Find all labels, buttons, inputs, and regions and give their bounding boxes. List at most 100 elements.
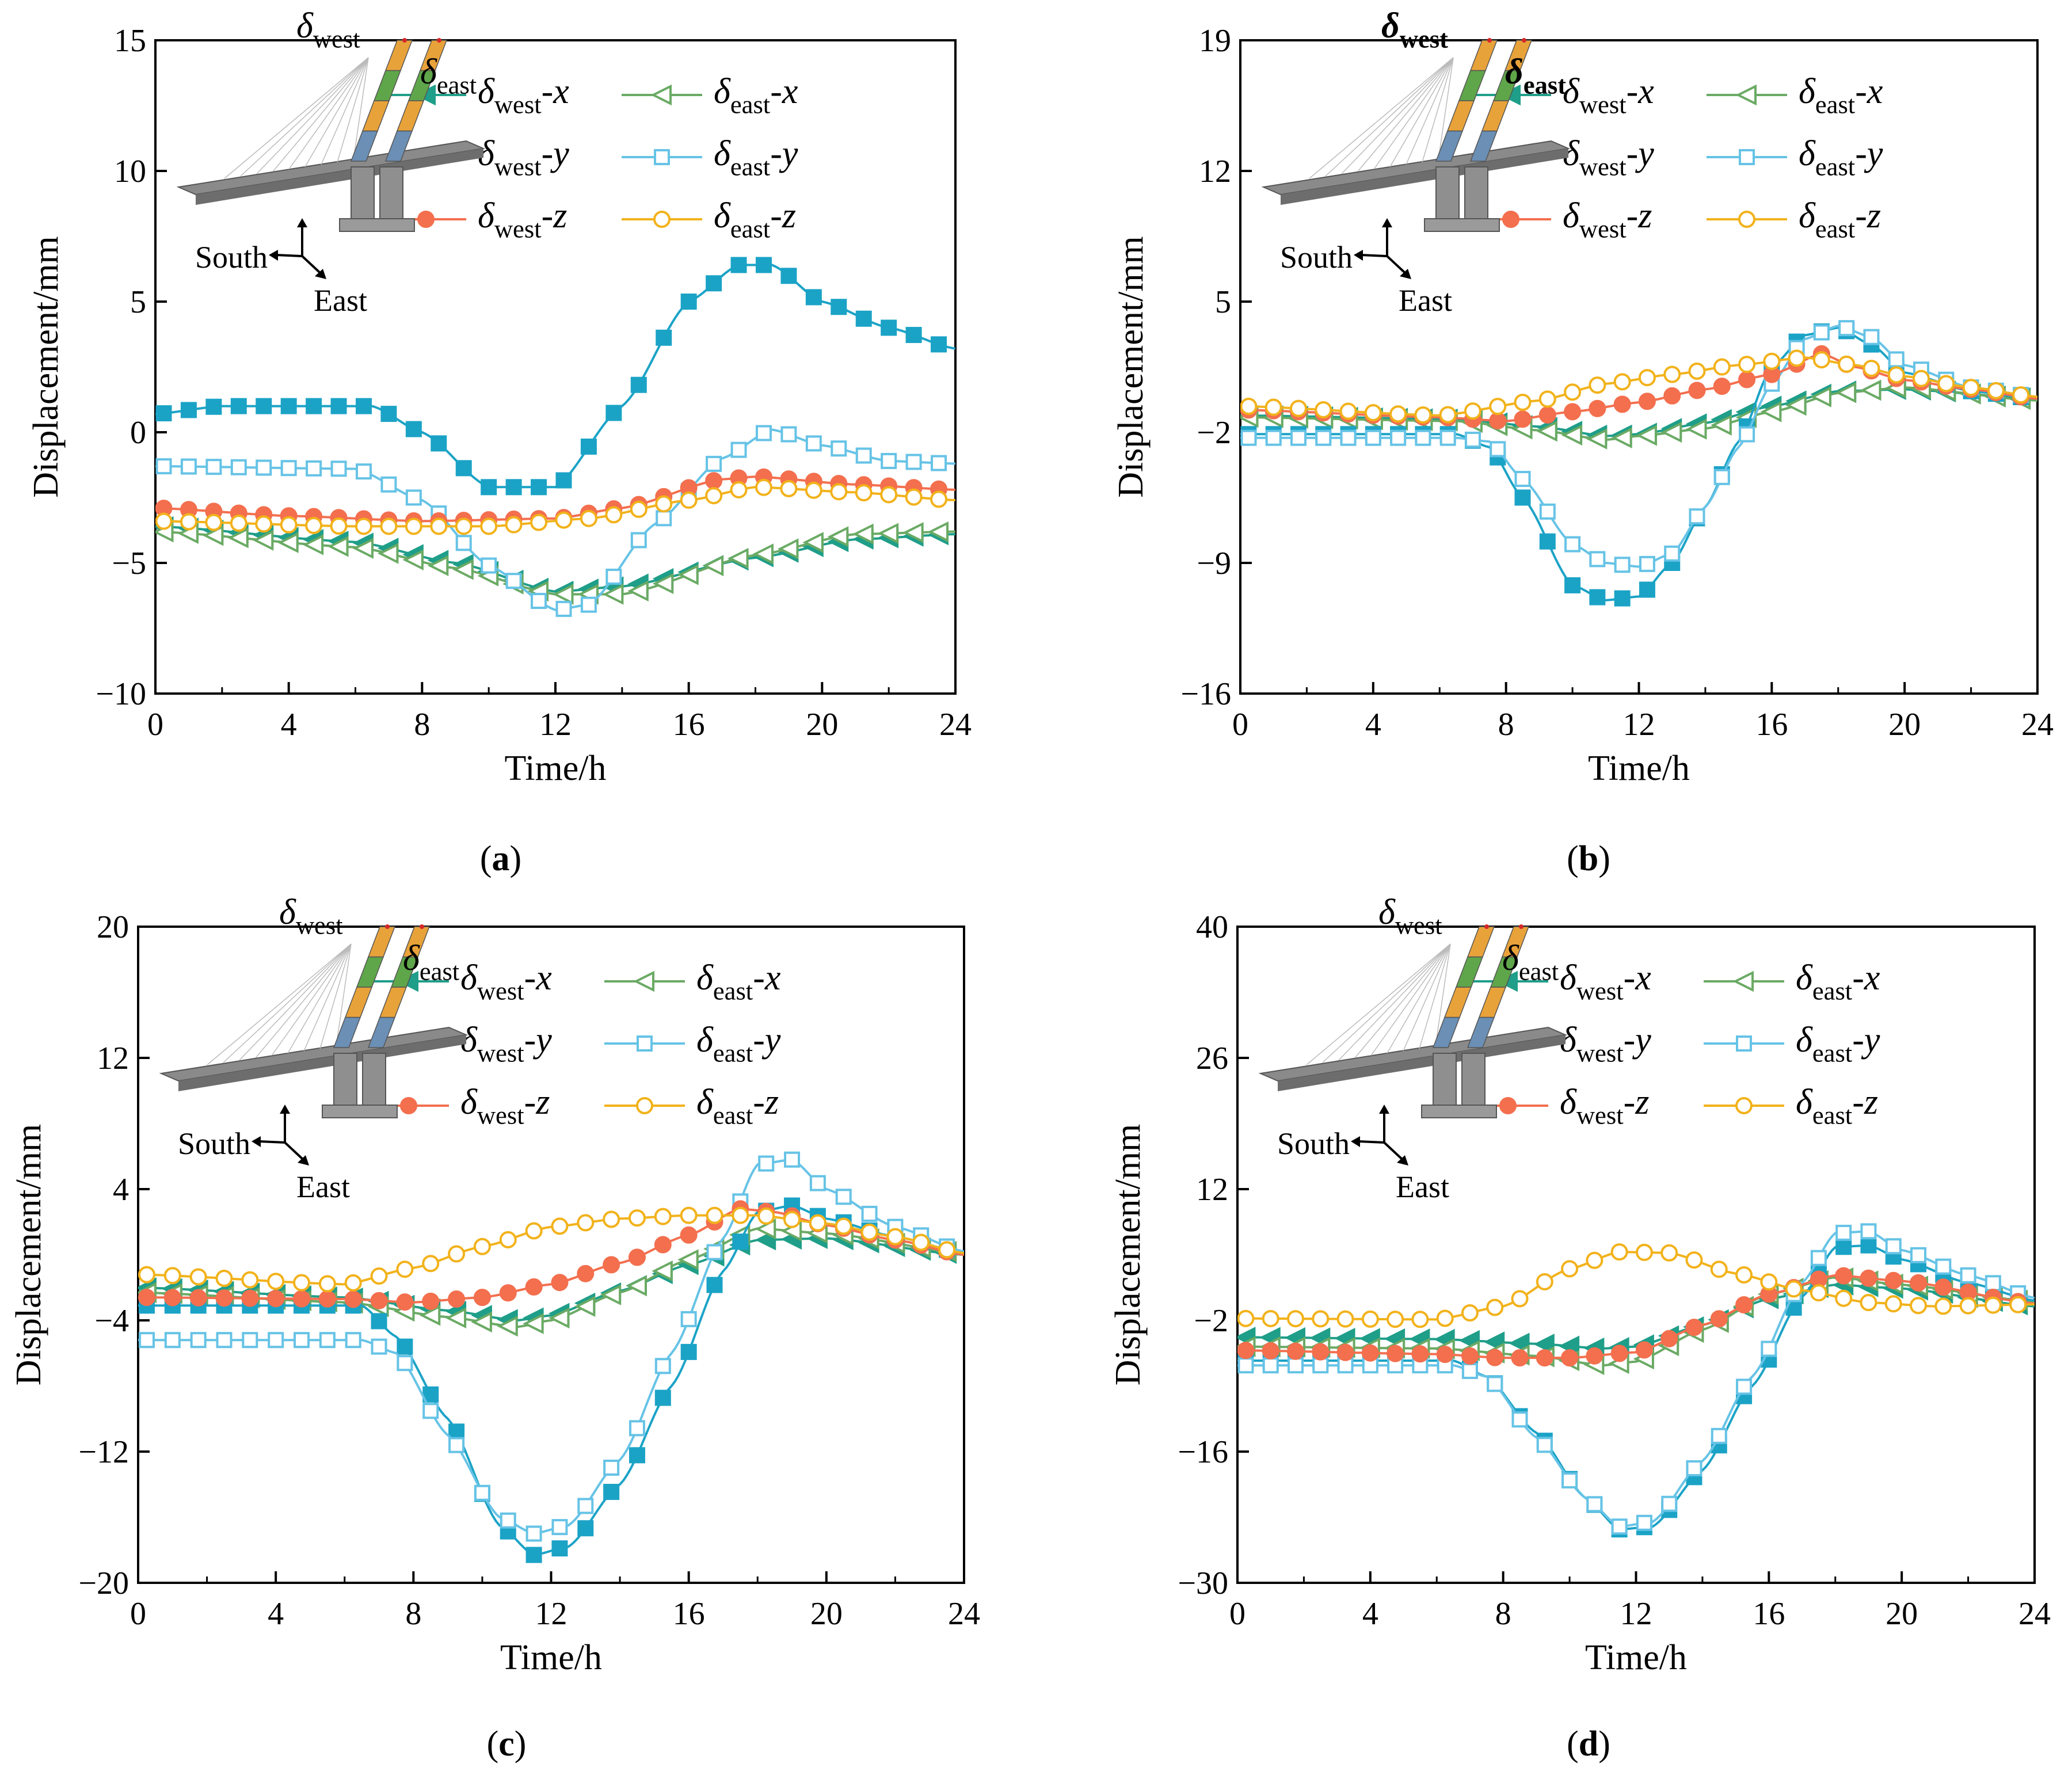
data-point-ex — [877, 523, 899, 544]
data-point-ey — [1960, 1267, 1976, 1284]
data-point-ez — [1589, 376, 1606, 394]
data-point-wy — [1860, 1237, 1877, 1254]
data-point-ey — [680, 1311, 697, 1327]
data-point-ex — [627, 580, 649, 601]
data-point-ex — [548, 1307, 570, 1329]
data-point-ey — [371, 1338, 387, 1355]
data-point-ey — [1835, 1224, 1852, 1241]
data-point-ey — [138, 1332, 155, 1349]
data-point-ex — [1611, 427, 1632, 448]
axis-arrow-south — [276, 254, 303, 257]
data-point-ez — [1987, 382, 2005, 399]
data-point-wy — [656, 329, 672, 346]
inset-label-west: δwest — [1378, 893, 1442, 939]
data-point-ez — [1564, 383, 1582, 401]
data-point-ez — [905, 488, 923, 506]
cable-line — [239, 943, 352, 1061]
legend-label-wy: δwest-y — [1563, 134, 1654, 181]
arrow-head — [1354, 250, 1363, 261]
data-point-wz — [448, 1290, 466, 1308]
data-point-ey — [155, 458, 172, 475]
data-point-wz — [628, 1248, 646, 1266]
data-point-wy — [603, 1484, 620, 1501]
data-point-ez — [1538, 390, 1556, 408]
y-tick-label: 12 — [1196, 1172, 1228, 1208]
y-axis-label: Displacement/mm — [9, 1124, 48, 1386]
data-point-ex — [1561, 424, 1583, 446]
data-point-ex — [445, 1307, 467, 1328]
data-point-ey — [630, 532, 647, 549]
data-point-ex — [602, 584, 624, 605]
data-point-ez — [138, 1266, 155, 1284]
x-axis-label: Time/h — [500, 1638, 602, 1677]
cable-line — [304, 57, 369, 167]
data-point-ez — [405, 517, 422, 535]
data-point-ey — [531, 593, 547, 610]
data-point-ex — [377, 543, 399, 564]
data-point-ez — [1315, 401, 1332, 419]
pylon-segment — [1467, 926, 1495, 958]
data-point-ez — [1887, 366, 1905, 384]
data-point-wy — [330, 398, 347, 414]
x-axis-label: Time/h — [1585, 1638, 1687, 1677]
data-point-ex — [1586, 428, 1608, 450]
data-point-wy — [481, 479, 497, 496]
y-tick-label: −20 — [78, 1566, 129, 1601]
pylon-segment — [1504, 40, 1533, 71]
data-point-ez — [912, 1233, 930, 1251]
legend-label-ez: δeast-z — [1799, 196, 1881, 243]
data-point-ex — [1660, 421, 1682, 443]
data-point-ey — [1711, 1427, 1727, 1444]
cable-line — [1438, 57, 1454, 161]
pier-shape — [1433, 1053, 1457, 1106]
data-point-wz — [1411, 1345, 1429, 1363]
data-point-ez — [1713, 358, 1731, 376]
deck-shape — [1261, 140, 1571, 196]
data-point-ey — [577, 1498, 594, 1514]
cable-line — [1322, 943, 1451, 1063]
inset-dir-south: South — [1280, 240, 1353, 275]
axis-arrow-south — [258, 1140, 285, 1144]
legend-marker-ez — [1738, 211, 1755, 228]
data-point-wy — [630, 376, 647, 393]
data-point-wz — [1860, 1269, 1877, 1287]
data-point-ey — [355, 463, 372, 480]
data-point-ey — [1539, 503, 1556, 520]
cable-line — [336, 943, 352, 1047]
data-point-ex — [927, 521, 949, 543]
pier-base — [322, 1105, 398, 1118]
data-point-ey — [448, 1437, 465, 1453]
data-point-wy — [551, 1540, 568, 1557]
axis-arrow-east — [1386, 255, 1406, 273]
pylon-segment — [361, 100, 390, 132]
data-point-wz — [1436, 1346, 1454, 1364]
data-point-wy — [831, 299, 847, 315]
data-point-ex — [902, 522, 924, 543]
data-point-wy — [306, 398, 322, 414]
data-point-ez — [448, 1245, 466, 1263]
data-point-ey — [931, 455, 947, 471]
data-point-wy — [555, 472, 572, 489]
data-point-ez — [1240, 397, 1258, 415]
x-tick-label: 24 — [2018, 1596, 2051, 1632]
x-tick-label: 20 — [806, 707, 838, 742]
data-point-ex — [574, 1296, 596, 1317]
data-point-ey — [755, 425, 772, 441]
cable-line — [1406, 57, 1454, 165]
data-point-ez — [755, 478, 772, 496]
y-axis-label: Displacement/mm — [26, 236, 66, 498]
y-tick-label: 10 — [114, 154, 146, 189]
data-point-ey — [1863, 329, 1880, 345]
data-point-ey — [551, 1519, 568, 1536]
data-point-ey — [330, 460, 347, 477]
data-point-wz — [344, 1290, 362, 1308]
data-point-ey — [1813, 324, 1830, 341]
data-point-wy — [1835, 1239, 1852, 1255]
data-point-ez — [1913, 370, 1930, 387]
pier-shape — [333, 1053, 357, 1106]
data-point-wz — [1610, 1345, 1628, 1362]
data-point-wz — [1486, 1349, 1504, 1366]
data-point-wz — [1835, 1267, 1853, 1285]
legend-marker-ez — [653, 211, 671, 228]
